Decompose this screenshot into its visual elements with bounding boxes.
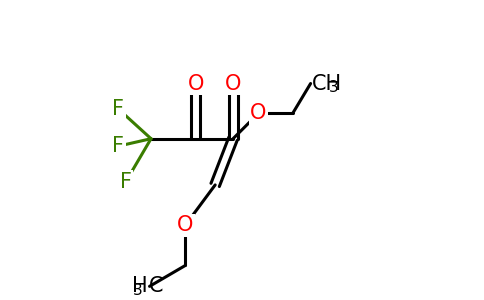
Text: CH: CH [312, 74, 342, 94]
Text: 3: 3 [133, 283, 143, 298]
Text: 3: 3 [329, 80, 338, 95]
Text: H: H [133, 276, 148, 296]
Text: C: C [149, 276, 164, 296]
Text: O: O [177, 215, 194, 235]
Text: F: F [112, 99, 124, 119]
Text: O: O [225, 74, 241, 94]
Text: O: O [188, 74, 204, 94]
Text: O: O [250, 103, 267, 123]
Text: F: F [120, 172, 132, 192]
Text: F: F [112, 136, 124, 156]
